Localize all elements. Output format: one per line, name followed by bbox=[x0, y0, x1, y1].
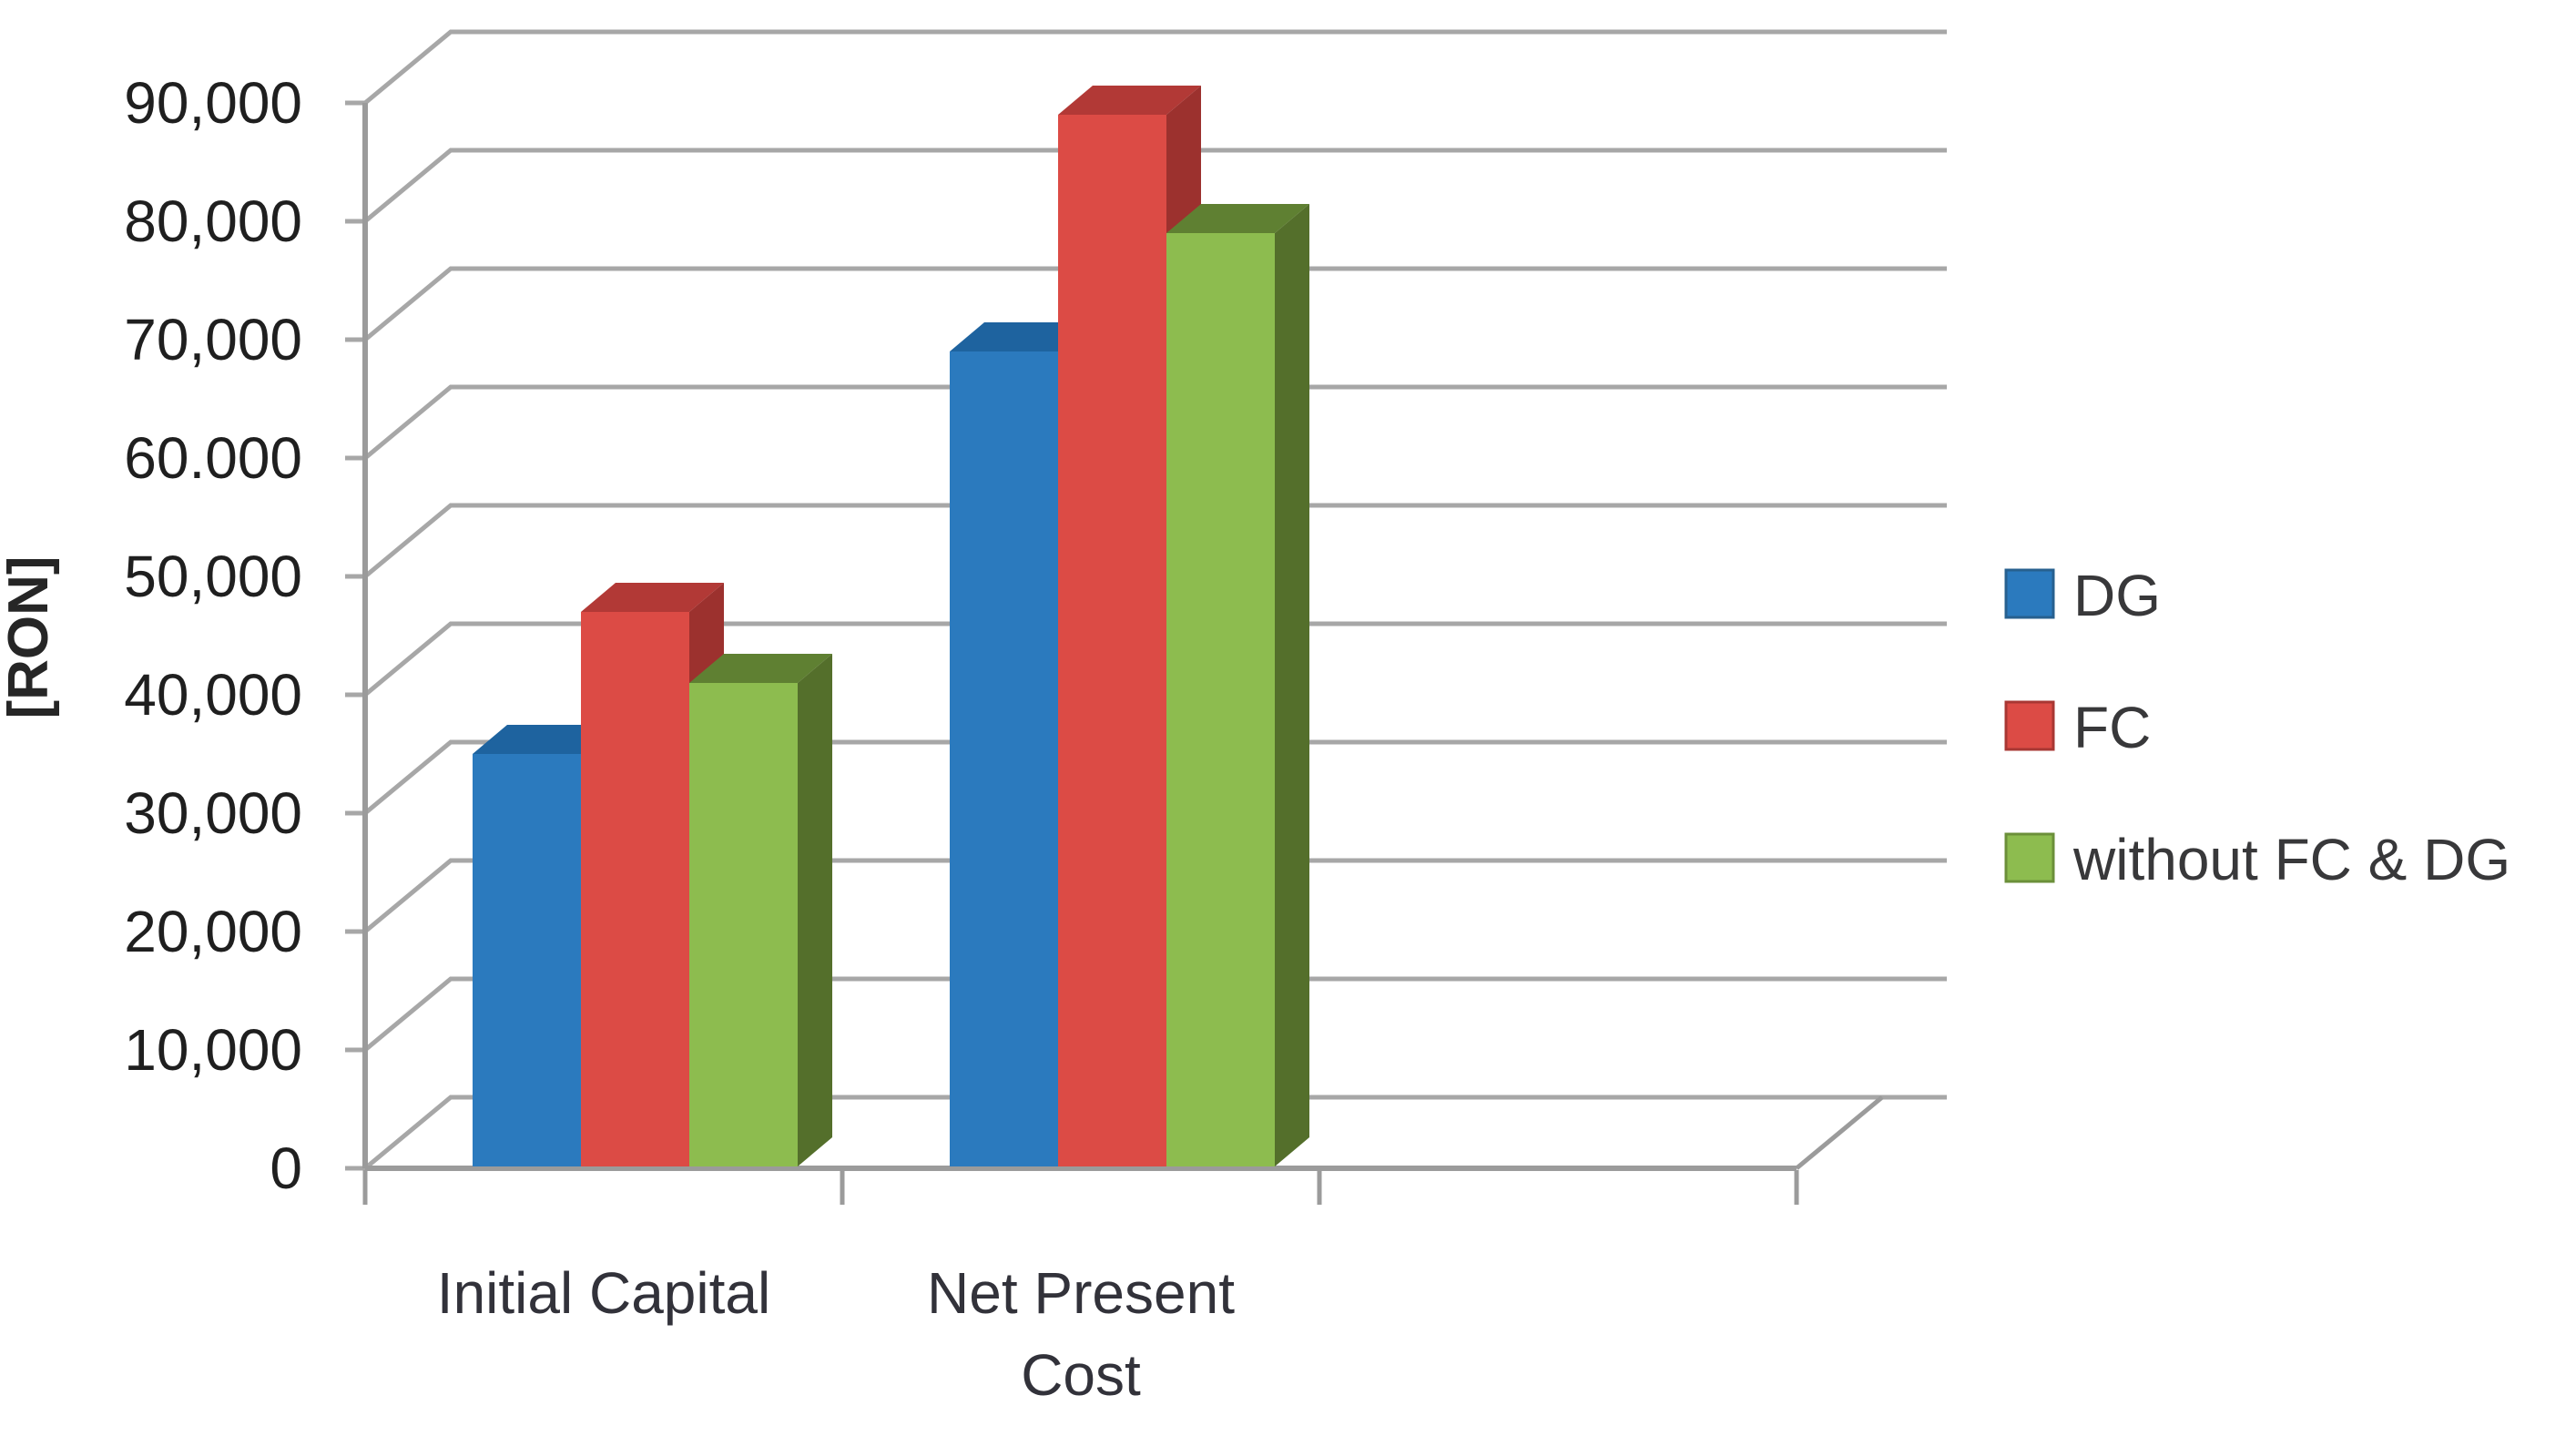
y-tick-label: 70,000 bbox=[124, 307, 302, 372]
bar-side-face bbox=[798, 654, 832, 1166]
bar-top-face bbox=[950, 322, 1093, 351]
bar-front-face bbox=[473, 754, 581, 1166]
category-label: Initial Capital bbox=[437, 1260, 770, 1326]
legend-label: without FC & DG bbox=[2072, 827, 2510, 892]
y-tick-label: 10,000 bbox=[124, 1017, 302, 1083]
axes-layer bbox=[362, 103, 1884, 1205]
legend: DG FC without FC & DG bbox=[2004, 563, 2510, 892]
bar-top-face bbox=[689, 654, 832, 683]
y-tick-label: 80,000 bbox=[124, 188, 302, 254]
y-tick-label: 40,000 bbox=[124, 662, 302, 728]
floor-right-edge bbox=[1795, 1095, 1884, 1170]
y-tick-label: 20,000 bbox=[124, 899, 302, 964]
legend-label: FC bbox=[2073, 695, 2151, 760]
bar-front-face bbox=[950, 351, 1058, 1166]
y-axis-title: [RON] bbox=[0, 555, 60, 718]
gridlines-layer bbox=[345, 29, 1947, 1171]
legend-label: DG bbox=[2073, 563, 2161, 628]
bar-front-face bbox=[581, 612, 689, 1166]
category-label: Cost bbox=[1021, 1342, 1141, 1408]
legend-swatch bbox=[2004, 568, 2055, 619]
y-tick-label: 90,000 bbox=[124, 70, 302, 136]
bar-side-face bbox=[1275, 204, 1309, 1166]
bar-top-face bbox=[473, 725, 616, 754]
legend-item: FC bbox=[2004, 695, 2151, 760]
bar-front-face bbox=[1166, 233, 1275, 1166]
y-tick-labels-layer: 0 10,000 20,000 30,000 40,000 50,000 60.000 70,… bbox=[124, 70, 302, 1201]
bar-front-face bbox=[1058, 115, 1166, 1166]
y-tick-label: 0 bbox=[270, 1136, 302, 1201]
bar-without-fc-dg-net-present-cost bbox=[1166, 204, 1309, 1166]
bars-layer bbox=[473, 86, 1309, 1166]
bar-without-fc-dg-initial-capital bbox=[689, 654, 832, 1166]
bar-front-face bbox=[689, 683, 798, 1166]
y-tick-label: 30,000 bbox=[124, 780, 302, 846]
bar-top-face bbox=[1166, 204, 1309, 233]
legend-item: without FC & DG bbox=[2004, 827, 2510, 892]
category-label: Net Present bbox=[927, 1260, 1235, 1326]
legend-swatch bbox=[2004, 832, 2055, 883]
bar-top-face bbox=[581, 583, 724, 612]
bar-top-face bbox=[1058, 86, 1201, 115]
legend-item: DG bbox=[2004, 563, 2161, 628]
y-tick-label: 60.000 bbox=[124, 425, 302, 491]
gridline-90000 bbox=[345, 29, 1947, 106]
legend-swatch bbox=[2004, 700, 2055, 751]
y-tick-label: 50,000 bbox=[124, 544, 302, 609]
category-labels-layer: Initial Capital Net Present Cost bbox=[437, 1260, 1235, 1408]
